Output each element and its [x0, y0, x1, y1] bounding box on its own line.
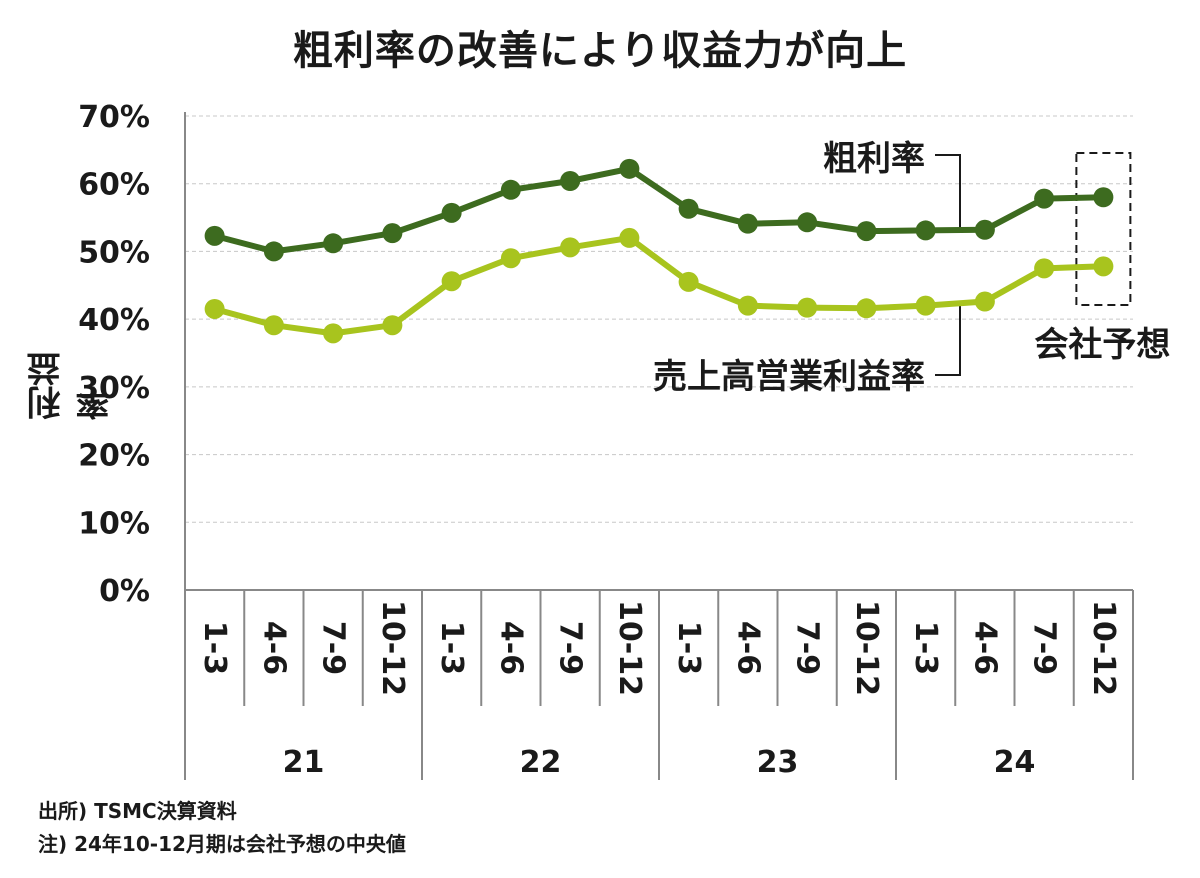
- x-tick-label: 10-12: [1086, 600, 1121, 696]
- series-line: [213, 234, 1104, 337]
- data-point: [263, 241, 284, 262]
- x-tick-label: 1-3: [671, 621, 706, 675]
- source-note: 出所) TSMC決算資料: [38, 799, 237, 823]
- year-label: 21: [283, 745, 325, 780]
- data-point: [915, 220, 936, 241]
- x-tick-label: 10-12: [375, 600, 410, 696]
- data-point: [323, 323, 344, 344]
- data-point: [323, 233, 344, 254]
- data-point: [441, 271, 462, 292]
- year-label: 23: [757, 745, 799, 780]
- data-point: [204, 225, 225, 246]
- data-point: [619, 158, 640, 179]
- leader-line: [935, 154, 961, 231]
- series-label-operating-margin: 売上高営業利益率: [653, 357, 925, 397]
- year-label: 24: [994, 745, 1036, 780]
- x-tick-label: 7-9: [1027, 621, 1062, 675]
- forecast-box: [1075, 152, 1132, 306]
- y-tick-label: 40%: [78, 303, 150, 338]
- y-tick-label: 70%: [78, 100, 150, 135]
- data-point: [1034, 258, 1055, 279]
- data-point: [678, 271, 699, 292]
- data-point: [1093, 256, 1114, 277]
- x-tick-label: 10-12: [612, 600, 647, 696]
- data-point: [915, 295, 936, 316]
- data-point: [856, 221, 877, 242]
- x-tick-label: 1-3: [197, 621, 232, 675]
- data-point: [678, 198, 699, 219]
- data-point: [382, 315, 403, 336]
- leader-line: [935, 305, 961, 376]
- x-tick-label: 7-9: [316, 621, 351, 675]
- data-point: [974, 219, 995, 240]
- data-point: [1034, 188, 1055, 209]
- y-tick-label: 0%: [99, 574, 150, 609]
- y-tick-label: 30%: [78, 371, 150, 406]
- x-tick-label: 7-9: [790, 621, 825, 675]
- data-point: [500, 179, 521, 200]
- data-point: [204, 298, 225, 319]
- year-label: 22: [520, 745, 562, 780]
- series-label-gross-margin: 粗利率: [823, 139, 925, 179]
- data-point: [797, 297, 818, 318]
- data-point: [1093, 187, 1114, 208]
- data-point: [737, 213, 758, 234]
- data-point: [560, 171, 581, 192]
- data-point: [856, 298, 877, 319]
- series-line: [213, 165, 1104, 255]
- y-tick-label: 60%: [78, 168, 150, 203]
- data-point: [441, 202, 462, 223]
- x-tick-label: 4-6: [493, 621, 528, 675]
- x-tick-label: 1-3: [434, 621, 469, 675]
- data-point: [263, 315, 284, 336]
- footnote: 注) 24年10-12月期は会社予想の中央値: [38, 832, 406, 856]
- x-tick-label: 4-6: [256, 621, 291, 675]
- x-tick-label: 1-3: [908, 621, 943, 675]
- data-point: [619, 227, 640, 248]
- x-tick-label: 7-9: [553, 621, 588, 675]
- y-tick-label: 10%: [78, 506, 150, 541]
- chart-title: 粗利率の改善により収益力が向上: [292, 28, 908, 74]
- x-tick-label: 10-12: [849, 600, 884, 696]
- forecast-label: 会社予想: [1034, 325, 1170, 365]
- x-tick-label: 4-6: [967, 621, 1002, 675]
- y-tick-label: 20%: [78, 439, 150, 474]
- data-point: [560, 237, 581, 258]
- data-point: [797, 212, 818, 233]
- data-point: [737, 295, 758, 316]
- data-point: [500, 248, 521, 269]
- data-point: [382, 223, 403, 244]
- y-tick-label: 50%: [78, 235, 150, 270]
- data-point: [974, 291, 995, 312]
- x-tick-label: 4-6: [730, 621, 765, 675]
